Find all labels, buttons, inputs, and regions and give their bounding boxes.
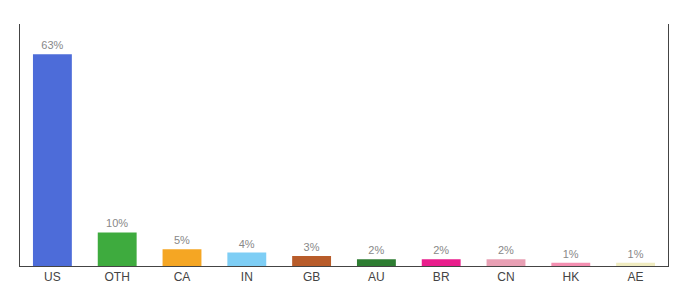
svg-text:IN: IN bbox=[241, 270, 253, 284]
svg-text:AU: AU bbox=[368, 270, 385, 284]
svg-text:10%: 10% bbox=[106, 217, 128, 229]
svg-text:CN: CN bbox=[497, 270, 514, 284]
svg-text:GB: GB bbox=[303, 270, 320, 284]
svg-text:63%: 63% bbox=[41, 39, 63, 51]
svg-text:5%: 5% bbox=[174, 234, 190, 246]
svg-text:2%: 2% bbox=[498, 244, 514, 256]
svg-text:3%: 3% bbox=[304, 241, 320, 253]
svg-text:2%: 2% bbox=[433, 244, 449, 256]
svg-text:CA: CA bbox=[174, 270, 191, 284]
svg-text:BR: BR bbox=[433, 270, 450, 284]
svg-text:4%: 4% bbox=[239, 238, 255, 250]
svg-text:US: US bbox=[44, 270, 61, 284]
svg-text:1%: 1% bbox=[563, 248, 579, 260]
svg-text:OTH: OTH bbox=[105, 270, 130, 284]
svg-text:AE: AE bbox=[628, 270, 644, 284]
svg-text:1%: 1% bbox=[628, 248, 644, 260]
svg-text:HK: HK bbox=[562, 270, 579, 284]
svg-text:2%: 2% bbox=[368, 244, 384, 256]
